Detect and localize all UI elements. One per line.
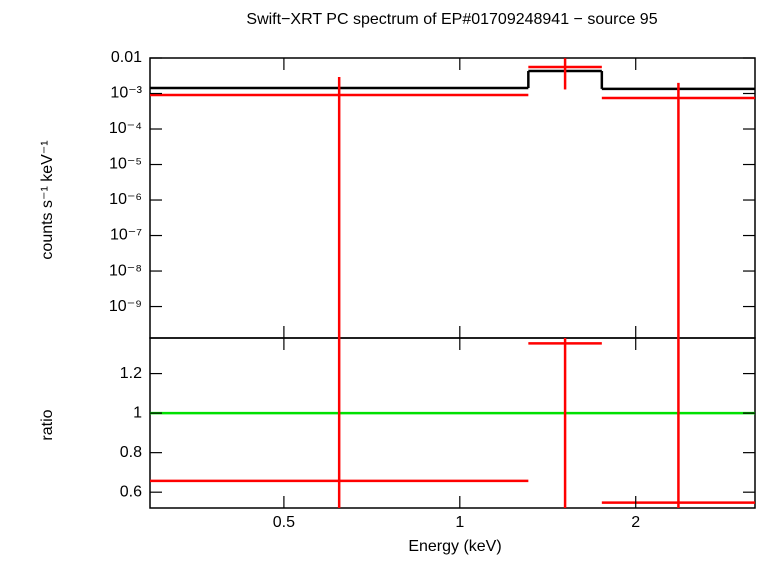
y-tick-label: 1.2: [120, 365, 142, 382]
y-axis-label: ratio: [39, 409, 56, 440]
y-tick-label: 0.8: [120, 444, 142, 461]
x-tick-label: 2: [631, 514, 640, 531]
plot-area: [150, 58, 755, 338]
y-tick-label: 10⁻⁴: [109, 120, 142, 137]
plot-area: [150, 338, 755, 508]
y-tick-label: 10⁻⁵: [109, 156, 142, 173]
y-tick-label: 10⁻³: [110, 85, 142, 102]
y-tick-label: 10⁻⁸: [109, 262, 142, 279]
panel-frame: [149, 57, 756, 339]
x-tick-label: 0.5: [273, 514, 295, 531]
panel-frame: [149, 337, 756, 509]
y-tick-label: 10⁻⁹: [109, 298, 142, 315]
x-tick-label: 1: [455, 514, 464, 531]
x-axis-label: Energy (keV): [408, 538, 501, 555]
y-axis-label: counts s⁻¹ keV⁻¹: [39, 140, 56, 259]
y-tick-label: 1: [133, 404, 142, 421]
y-tick-label: 0.01: [111, 49, 142, 66]
y-tick-label: 10⁻⁶: [109, 191, 142, 208]
y-tick-label: 0.6: [120, 483, 142, 500]
y-tick-label: 10⁻⁷: [110, 227, 142, 244]
chart-title: Swift−XRT PC spectrum of EP#01709248941 …: [246, 11, 657, 28]
